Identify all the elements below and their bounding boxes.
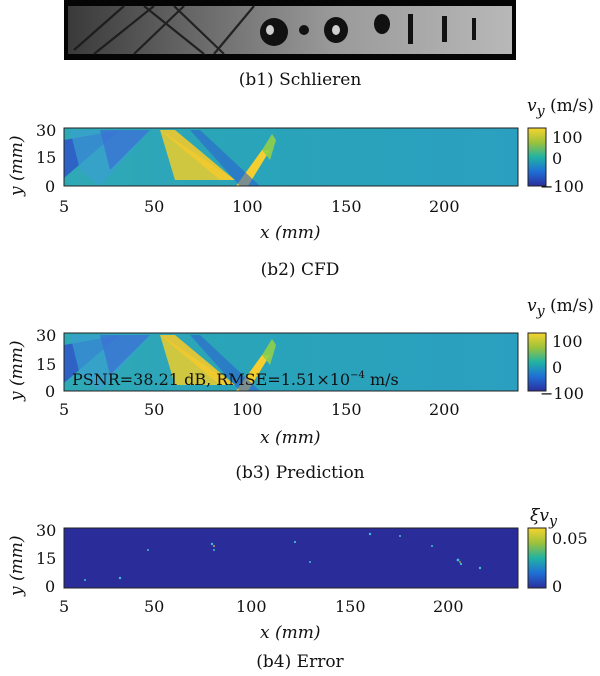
ytick: 0 [45, 382, 55, 401]
colorbar-title-b4: ξvy [530, 506, 557, 529]
metrics-annotation: PSNR=38.21 dB, RMSE=1.51×10−4 m/s [72, 370, 399, 389]
schlieren-image [64, 0, 516, 60]
colorbar-symbol: ξv [530, 506, 549, 526]
xlabel-b4: x (mm) [260, 623, 321, 643]
cbar-tick: −100 [540, 384, 584, 403]
colorbar-symbol: v [527, 296, 537, 316]
colorbar-unit: (m/s) [544, 96, 594, 116]
xtick: 200 [429, 197, 460, 216]
colorbar-subscript: y [536, 303, 545, 320]
caption-b1: (b1) Schlieren [238, 70, 362, 90]
ylabel-b3: y (mm) [7, 340, 27, 402]
cbar-tick: 0 [552, 149, 562, 168]
plot-b2: 30 15 0 5 50 100 150 200 y (mm) x (mm) 1… [7, 121, 584, 243]
xlabel-b2: x (mm) [260, 223, 321, 243]
ytick: 0 [45, 577, 55, 596]
xtick: 100 [232, 400, 263, 419]
plot-b3: PSNR=38.21 dB, RMSE=1.51×10−4 m/s 30 15 … [7, 326, 584, 448]
xtick: 100 [236, 597, 267, 616]
ytick: 30 [36, 521, 56, 540]
xtick: 5 [59, 197, 69, 216]
cbar-tick: 100 [552, 128, 583, 147]
xtick: 100 [232, 197, 263, 216]
ytick: 15 [36, 148, 56, 167]
plot-b4: 30 15 0 5 50 100 150 200 y (mm) x (mm) 0… [7, 521, 588, 643]
colorbar-unit: (m/s) [544, 296, 594, 316]
ytick: 15 [36, 355, 56, 374]
colorbar-subscript: y [536, 103, 545, 120]
xlabel-b3: x (mm) [260, 428, 321, 448]
xtick: 200 [429, 400, 460, 419]
colorbar-symbol: v [527, 96, 537, 116]
shock-features-b3 [64, 335, 276, 391]
cbar-tick: 0 [552, 358, 562, 377]
xtick: 50 [144, 597, 164, 616]
ylabel-b2: y (mm) [7, 135, 27, 197]
xtick: 5 [59, 597, 69, 616]
error-specks-b4 [84, 532, 482, 581]
colorbar-title-b2: vy (m/s) [527, 96, 594, 119]
annotation-exponent: −4 [350, 370, 365, 381]
caption-b3: (b3) Prediction [235, 463, 365, 483]
cbar-tick: 0 [552, 577, 562, 596]
xtick: 150 [335, 597, 366, 616]
cbar-tick: −100 [540, 177, 584, 196]
annotation-unit: m/s [365, 370, 399, 389]
ytick: 30 [36, 121, 56, 140]
colorbar-b2 [527, 127, 547, 187]
xtick: 50 [144, 400, 164, 419]
colorbar-b3 [527, 332, 547, 392]
caption-b2: (b2) CFD [260, 260, 340, 280]
colorbar-title-b3: vy (m/s) [527, 296, 594, 319]
ytick: 30 [36, 326, 56, 345]
xtick: 150 [331, 197, 362, 216]
colorbar-b4 [527, 527, 547, 589]
ylabel-b4: y (mm) [7, 535, 27, 597]
annotation-text: PSNR=38.21 dB, RMSE=1.51×10 [72, 370, 350, 389]
shock-features-b2 [64, 130, 276, 186]
cbar-tick: 100 [552, 332, 583, 351]
ytick: 15 [36, 549, 56, 568]
xtick: 200 [433, 597, 464, 616]
ytick: 0 [45, 177, 55, 196]
xtick: 50 [144, 197, 164, 216]
caption-b4: (b4) Error [256, 652, 344, 672]
cbar-tick: 0.05 [552, 529, 588, 548]
xtick: 5 [59, 400, 69, 419]
xtick: 150 [331, 400, 362, 419]
field-b4 [64, 528, 518, 588]
colorbar-subscript: y [548, 513, 557, 530]
